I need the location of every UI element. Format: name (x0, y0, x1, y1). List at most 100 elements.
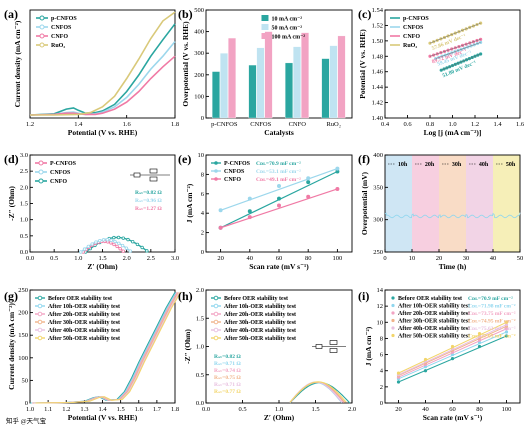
panel-d-circuit-resistor (133, 172, 141, 178)
panel-d-point (98, 238, 102, 243)
panel-g-ytick-label: 100 (18, 355, 28, 362)
panel-b-bar (256, 47, 265, 119)
panel-b-category-label: CNFOS (250, 121, 271, 128)
watermark: 知乎 @天气宝 (6, 416, 47, 425)
panel-h-legend-marker (213, 311, 219, 317)
panel-g-legend-marker (37, 327, 43, 333)
panel-d-ytick-label: 1.0 (20, 217, 28, 224)
panel-g-legend-label: After 30h-OER stability test (48, 320, 120, 326)
panel-e-legend-label: CNFOS (224, 169, 245, 175)
panel-i-annotation: Cᴅʟ=75.63 mF cm⁻² (468, 326, 516, 332)
panel-g-legend-label: After 40h-OER stability test (48, 328, 120, 334)
panel-d-point (124, 246, 129, 250)
panel-c-fit-line (435, 42, 481, 59)
panel-d-point (116, 235, 121, 240)
panel-f-ytick-label: 300 (373, 217, 383, 224)
panel-e-xtick-label: 60 (276, 255, 283, 262)
panel-d-ytick-label: 2.5 (20, 168, 28, 175)
panel-g-series-5 (35, 292, 181, 404)
panel-c-xtick-label: 0.8 (426, 121, 434, 128)
panel-g-xtick-label: 1.0 (26, 406, 34, 413)
panel-b-ytick-label: 200 (194, 72, 204, 79)
panel-e-point (247, 215, 252, 220)
panel-g-legend-marker (37, 303, 43, 309)
panel-i-legend-label: After 10h-OER stability test (398, 304, 470, 310)
panel-d-point (79, 250, 83, 254)
panel-h-legend-marker (213, 303, 219, 309)
panel-d-point (128, 249, 132, 253)
panel-d-point (120, 243, 125, 248)
panel-e-point (335, 166, 340, 171)
panel-i-label: (i) (358, 289, 369, 303)
panel-h-ytick-label: 1.5 (196, 315, 204, 322)
panel-e-point (306, 176, 311, 181)
panel-i-annotation: Cᴅʟ=74.95 mF cm⁻² (468, 319, 516, 325)
panel-c-ylabel: Potential (V vs. RHE) (358, 29, 367, 99)
panel-i-xtick-label: 40 (422, 406, 429, 413)
panel-g-xtick-label: 1.6 (135, 406, 144, 413)
panel-i-legend-marker (391, 311, 395, 315)
panel-a-series-0 (29, 23, 176, 116)
panel-d-point (126, 237, 130, 242)
panel-e-xtick-label: 80 (305, 255, 312, 262)
panel-g-legend-marker (37, 335, 43, 341)
panel-b-bar (337, 35, 346, 119)
panel-d-point (121, 236, 125, 240)
panel-e-ytick-label: 2 (201, 230, 204, 237)
panel-b-frame (205, 9, 353, 119)
panel-b-category-label: RuO₂ (326, 121, 341, 128)
panel-b-bar (329, 45, 338, 119)
panel-b-ytick-label: 100 (194, 93, 204, 100)
panel-h-legend-marker (213, 327, 219, 333)
panel-i-annotation: Cᴅʟ=71.98 mF cm⁻² (468, 304, 516, 310)
panel-a-frame (29, 9, 176, 119)
panel-e-annotation: Cᴅʟ=53.1 mF cm⁻² (256, 169, 301, 175)
panel-a-legend-label: p-CNFOS (51, 16, 77, 22)
panel-f-xtick-label: 50 (517, 255, 524, 262)
panel-i-legend-label: Before OER stability test (398, 296, 462, 302)
panel-f-band (466, 155, 493, 252)
panel-d-legend-label: CNFOS (50, 170, 71, 176)
panel-e-point (247, 209, 252, 214)
panel-g-legend-label: After 50h-OER stability test (48, 336, 120, 342)
panel-h-legend-label: After 10h-OER stability test (224, 304, 296, 310)
panel-d-ytick-label: 3.0 (20, 152, 28, 159)
panel-g-xtick-label: 1.8 (171, 406, 179, 413)
panel-e-point (335, 169, 340, 174)
panel-i-legend-marker (391, 303, 395, 308)
panel-e-xtick-label: 20 (217, 255, 224, 262)
panel-g-legend-marker (37, 311, 43, 317)
panel-a-label: (a) (4, 7, 18, 21)
panel-f-band-label: 20h (425, 162, 435, 168)
panel-g-xtick-label: 1.4 (98, 406, 107, 413)
panel-e-annotation: Cᴅʟ=49.1 mF cm⁻² (256, 177, 301, 183)
panel-f-xtick-label: 10 (409, 255, 416, 262)
panel-f-frame (384, 154, 521, 253)
panel-c-ytick-label: 1.44 (372, 84, 384, 91)
panel-e-point (277, 203, 281, 208)
panel-b-legend-label: 100 mA cm⁻² (271, 35, 305, 41)
panel-d-ytick-label: 0.0 (20, 249, 28, 256)
panel-h-ytick-label: 1.0 (196, 344, 204, 351)
panel-f-xtick-label: 30 (463, 255, 470, 262)
panel-g-ytick-label: 50 (22, 377, 29, 384)
panel-c-legend-label: CNFO (403, 34, 420, 40)
panel-b-bar (212, 71, 220, 119)
panel-i-legend-marker (391, 318, 395, 323)
panel-e-point (218, 225, 223, 230)
panel-c-xtick-label: 1.0 (448, 121, 456, 128)
panel-d-annotation: Rₛₜ=0.96 Ω (135, 198, 162, 204)
panel-i-point (504, 334, 509, 338)
panel-h-ytick-label: 2.0 (196, 287, 204, 294)
panel-b-ytick-label: 500 (194, 7, 204, 14)
panel-g-ylabel: Current density (mA cm⁻²) (7, 303, 16, 390)
panel-c-legend-label: p-CNFOS (403, 16, 429, 22)
panel-d-point (140, 245, 144, 250)
panel-c-legend-label: RuO₂ (403, 43, 417, 49)
panel-i-legend-label: After 50h-OER stability test (398, 334, 470, 340)
panel-f-ytick-label: 350 (373, 184, 383, 191)
panel-h-annotation: Rₛₜ=0.75 Ω (214, 375, 241, 381)
panel-d-point (115, 244, 119, 249)
panel-a-legend-marker (39, 33, 45, 39)
panel-i-ytick-label: 10 (377, 319, 384, 326)
